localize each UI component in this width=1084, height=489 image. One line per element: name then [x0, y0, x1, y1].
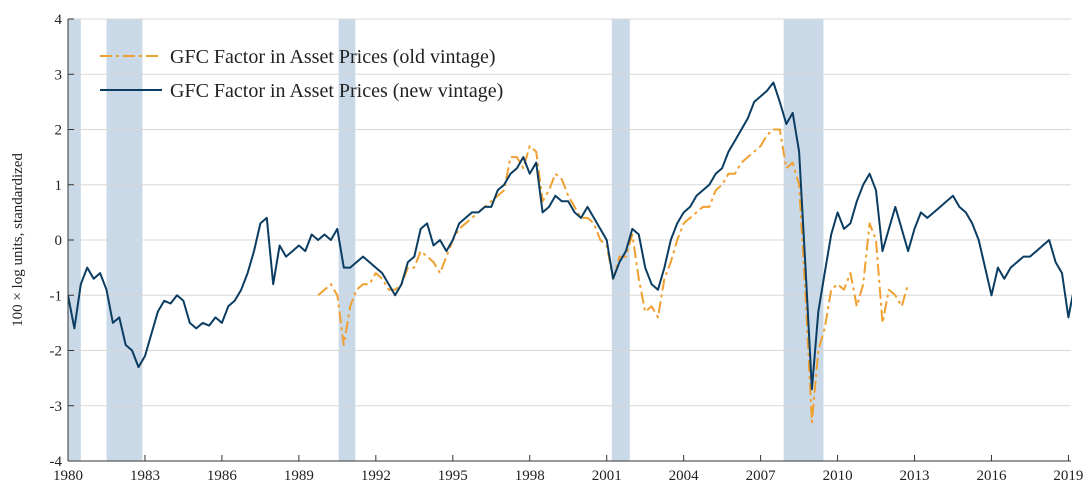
- x-tick-label: 1995: [438, 468, 468, 484]
- x-tick-label: 1983: [130, 468, 160, 484]
- x-tick-label: 2010: [823, 468, 853, 484]
- x-tick-label: 2016: [976, 468, 1007, 484]
- x-tick-label: 2007: [746, 468, 777, 484]
- y-tick-label: 3: [55, 67, 63, 83]
- y-tick-label: -4: [50, 454, 63, 470]
- y-tick-label: -2: [50, 344, 63, 360]
- y-tick-label: 0: [55, 233, 63, 249]
- x-tick-label: 1998: [515, 468, 545, 484]
- y-axis-label: 100 × log units, standardized: [10, 153, 26, 327]
- y-tick-label: 4: [55, 12, 63, 28]
- x-tick-label: 2004: [669, 468, 700, 484]
- y-tick-label: 1: [55, 178, 63, 194]
- x-tick-label: 2001: [592, 468, 622, 484]
- series-line: [68, 81, 1072, 391]
- legend-label: GFC Factor in Asset Prices (old vintage): [170, 46, 496, 68]
- x-tick-label: 2019: [1053, 468, 1083, 484]
- legend-label: GFC Factor in Asset Prices (new vintage): [170, 80, 503, 102]
- x-tick-label: 2013: [900, 468, 930, 484]
- x-tick-label: 1986: [207, 468, 238, 484]
- y-tick-label: -3: [50, 399, 63, 415]
- y-tick-label: -1: [50, 288, 63, 304]
- x-tick-label: 1989: [284, 468, 314, 484]
- x-tick-label: 1980: [53, 468, 83, 484]
- x-tick-label: 1992: [361, 468, 391, 484]
- y-tick-label: 2: [55, 123, 63, 139]
